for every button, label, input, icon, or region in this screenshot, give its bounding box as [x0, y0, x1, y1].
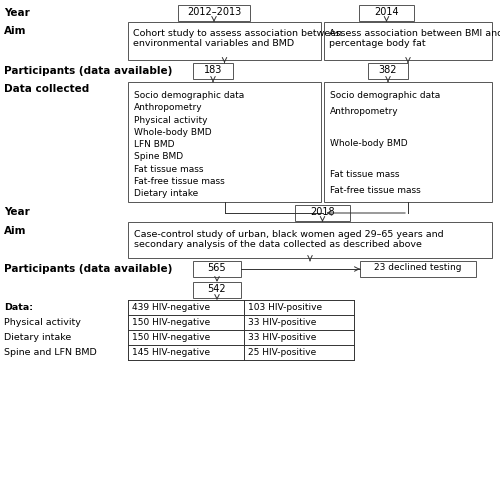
Text: Spine and LFN BMD: Spine and LFN BMD [4, 348, 97, 357]
Text: 103 HIV-positive: 103 HIV-positive [248, 303, 322, 312]
Text: 2018: 2018 [310, 207, 335, 217]
Text: Data collected: Data collected [4, 84, 89, 94]
Text: 2012–2013: 2012–2013 [187, 7, 241, 17]
Bar [295, 205, 350, 221]
Text: Case-control study of urban, black women aged 29–65 years and
secondary analysis: Case-control study of urban, black women… [134, 230, 444, 250]
Text: 33 HIV-positive: 33 HIV-positive [248, 333, 316, 342]
Text: Participants (data available): Participants (data available) [4, 66, 172, 76]
Text: 145 HIV-negative: 145 HIV-negative [132, 348, 210, 357]
Bar [128, 222, 492, 258]
Text: Whole-body BMD: Whole-body BMD [330, 139, 407, 148]
Text: 439 HIV-negative: 439 HIV-negative [132, 303, 210, 312]
Text: Physical activity: Physical activity [4, 318, 81, 327]
Text: Fat-free tissue mass: Fat-free tissue mass [330, 186, 421, 195]
Bar [178, 5, 250, 21]
Text: 382: 382 [379, 65, 397, 75]
Text: 565: 565 [208, 263, 227, 273]
Text: Fat-free tissue mass: Fat-free tissue mass [134, 177, 225, 186]
Text: Year: Year [4, 8, 30, 18]
Text: Dietary intake: Dietary intake [134, 189, 198, 198]
Text: 183: 183 [204, 65, 222, 75]
Text: Cohort study to assess association between
environmental variables and BMD: Cohort study to assess association betwe… [133, 29, 342, 48]
Bar [368, 63, 408, 79]
Bar [128, 22, 321, 60]
Bar [193, 282, 241, 298]
Bar [324, 22, 492, 60]
Text: Assess association between BMI and
percentage body fat: Assess association between BMI and perce… [329, 29, 500, 48]
Bar [193, 261, 241, 277]
Text: 2014: 2014 [374, 7, 399, 17]
Text: Socio demographic data: Socio demographic data [134, 91, 244, 100]
Text: Anthropometry: Anthropometry [330, 107, 398, 116]
Text: Year: Year [4, 207, 30, 217]
Text: Aim: Aim [4, 226, 26, 236]
Text: 25 HIV-positive: 25 HIV-positive [248, 348, 316, 357]
Text: Fat tissue mass: Fat tissue mass [330, 170, 400, 180]
Text: 542: 542 [208, 284, 227, 294]
Bar [359, 5, 414, 21]
Text: 23 declined testing: 23 declined testing [374, 264, 462, 273]
Text: Whole-body BMD: Whole-body BMD [134, 128, 212, 137]
Text: Physical activity: Physical activity [134, 116, 208, 124]
Text: 150 HIV-negative: 150 HIV-negative [132, 318, 210, 327]
Text: Participants (data available): Participants (data available) [4, 264, 172, 274]
Text: Data:: Data: [4, 303, 33, 312]
Bar [324, 82, 492, 202]
Text: Fat tissue mass: Fat tissue mass [134, 165, 203, 174]
Text: Aim: Aim [4, 26, 26, 36]
Text: Socio demographic data: Socio demographic data [330, 91, 440, 100]
Text: 150 HIV-negative: 150 HIV-negative [132, 333, 210, 342]
Bar [360, 261, 476, 277]
Bar [128, 82, 321, 202]
Bar [193, 63, 233, 79]
Text: LFN BMD: LFN BMD [134, 140, 174, 149]
Text: Spine BMD: Spine BMD [134, 152, 183, 161]
Text: 33 HIV-positive: 33 HIV-positive [248, 318, 316, 327]
Text: Dietary intake: Dietary intake [4, 333, 71, 342]
Text: Anthropometry: Anthropometry [134, 103, 202, 112]
